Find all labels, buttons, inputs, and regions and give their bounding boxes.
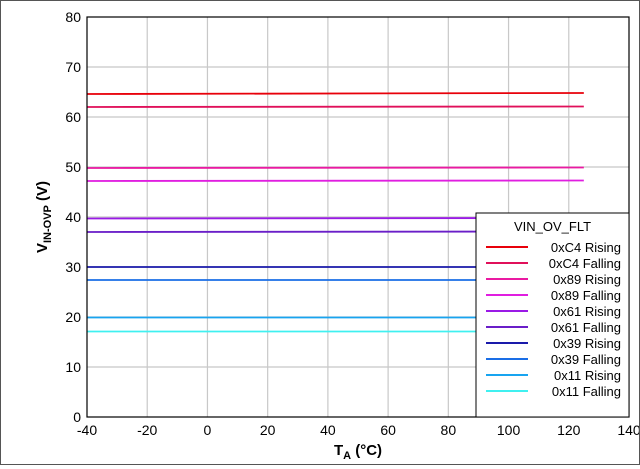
legend-label: 0x61 Rising	[553, 304, 621, 319]
y-tick-label: 50	[65, 159, 81, 175]
legend-label: 0x11 Rising	[554, 368, 621, 383]
legend-label: 0x39 Falling	[551, 352, 621, 367]
legend-label: 0x89 Falling	[551, 288, 621, 303]
x-axis-title-sub: A	[343, 450, 351, 462]
x-tick-label: 0	[204, 422, 212, 438]
x-tick-label: -40	[77, 422, 97, 438]
legend-label: 0xC4 Rising	[551, 240, 621, 255]
y-tick-label: 70	[65, 59, 81, 75]
legend-label: 0x61 Falling	[551, 320, 621, 335]
legend-label: 0x39 Rising	[553, 336, 621, 351]
y-tick-label: 10	[65, 359, 81, 375]
y-axis-title-main: V	[34, 243, 51, 253]
y-axis-title: VIN-OVP (V)	[34, 181, 54, 253]
x-tick-labels: -40 -20 0 20 40 60 80 100 120 140	[77, 422, 640, 438]
x-tick-label: 20	[260, 422, 276, 438]
legend-label: 0x89 Rising	[553, 272, 621, 287]
x-tick-label: 100	[497, 422, 521, 438]
y-tick-label: 30	[65, 259, 81, 275]
x-tick-label: 40	[320, 422, 336, 438]
legend-title: VIN_OV_FLT	[514, 219, 591, 234]
y-tick-label: 60	[65, 109, 81, 125]
series-line	[86, 105, 584, 108]
x-axis-title-main: T	[334, 442, 343, 459]
x-tick-label: -20	[137, 422, 157, 438]
y-axis-title-rest: (V)	[34, 181, 51, 205]
x-tick-label: 140	[617, 422, 639, 438]
series-line	[86, 166, 584, 169]
series-line	[86, 92, 584, 95]
y-tick-label: 80	[65, 9, 81, 25]
y-axis-title-sub: IN-OVP	[42, 205, 54, 243]
x-tick-label: 120	[557, 422, 581, 438]
x-axis-title-rest: (°C)	[351, 442, 382, 459]
y-tick-label: 40	[65, 209, 81, 225]
x-tick-label: 80	[441, 422, 457, 438]
legend-label: 0xC4 Falling	[549, 256, 621, 271]
legend-label: 0x11 Falling	[552, 384, 621, 399]
x-tick-label: 60	[380, 422, 396, 438]
y-tick-label: 20	[65, 309, 81, 325]
series-line	[86, 179, 584, 182]
x-axis-title: TA (°C)	[334, 442, 382, 462]
y-tick-label: 0	[73, 409, 81, 425]
y-tick-labels: 0 10 20 30 40 50 60 70 80	[65, 9, 81, 425]
